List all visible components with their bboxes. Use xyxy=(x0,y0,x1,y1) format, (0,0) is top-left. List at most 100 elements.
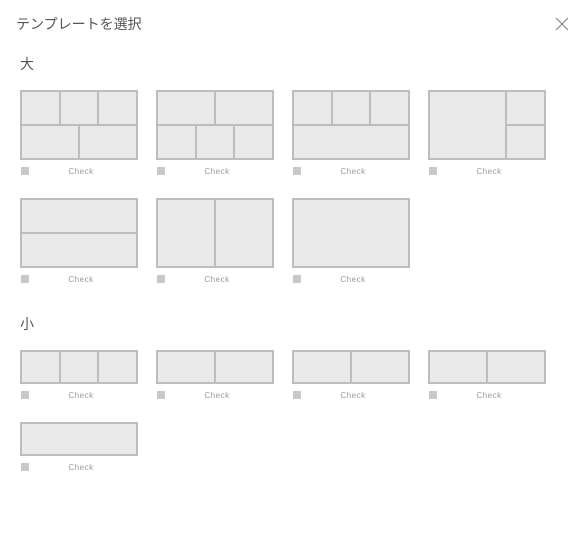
template-cell xyxy=(98,91,137,125)
template-cell xyxy=(429,91,506,159)
template-caption: Check xyxy=(156,272,274,286)
template-caption: Check xyxy=(20,388,138,402)
template-card[interactable]: Check xyxy=(428,90,546,178)
section-heading-large: 大 xyxy=(20,54,572,74)
dialog-title: テンプレートを選択 xyxy=(16,14,142,34)
template-preview xyxy=(20,350,138,384)
template-caption: Check xyxy=(20,164,138,178)
template-caption-label: Check xyxy=(442,167,536,176)
checkbox-icon[interactable] xyxy=(21,275,29,283)
template-cell xyxy=(293,91,332,125)
template-cell xyxy=(293,351,351,383)
template-cell xyxy=(196,125,235,159)
template-card[interactable]: Check xyxy=(20,422,138,474)
template-cell xyxy=(21,125,79,159)
template-caption: Check xyxy=(428,164,546,178)
template-cell xyxy=(21,351,60,383)
template-caption-label: Check xyxy=(306,167,400,176)
dialog-header: テンプレートを選択 xyxy=(16,14,572,34)
template-cell xyxy=(215,351,273,383)
template-card[interactable]: Check xyxy=(20,198,138,286)
template-caption: Check xyxy=(20,460,138,474)
template-preview xyxy=(428,350,546,384)
template-cell xyxy=(293,199,409,267)
template-cell xyxy=(157,351,215,383)
template-card[interactable]: Check xyxy=(156,198,274,286)
template-grid-small: Check Check Check Check Check xyxy=(16,350,572,474)
template-preview xyxy=(292,350,410,384)
checkbox-icon[interactable] xyxy=(157,167,165,175)
template-caption-label: Check xyxy=(306,275,400,284)
template-preview xyxy=(20,90,138,160)
template-cell xyxy=(21,91,60,125)
template-cell xyxy=(60,91,99,125)
template-card[interactable]: Check xyxy=(292,350,410,402)
template-card[interactable]: Check xyxy=(428,350,546,402)
checkbox-icon[interactable] xyxy=(293,391,301,399)
checkbox-icon[interactable] xyxy=(157,275,165,283)
template-cell xyxy=(234,125,273,159)
template-cell xyxy=(506,91,545,125)
template-preview xyxy=(428,90,546,160)
template-cell xyxy=(215,91,273,125)
template-cell xyxy=(79,125,137,159)
template-cell xyxy=(98,351,137,383)
template-preview xyxy=(156,350,274,384)
template-caption: Check xyxy=(292,388,410,402)
template-caption-label: Check xyxy=(170,167,264,176)
template-cell xyxy=(332,91,371,125)
template-preview xyxy=(292,198,410,268)
template-cell xyxy=(506,125,545,159)
template-caption-label: Check xyxy=(170,391,264,400)
template-card[interactable]: Check xyxy=(292,198,410,286)
checkbox-icon[interactable] xyxy=(429,167,437,175)
template-cell xyxy=(157,199,215,267)
close-icon xyxy=(555,17,569,31)
checkbox-icon[interactable] xyxy=(429,391,437,399)
template-caption-label: Check xyxy=(442,391,536,400)
template-caption: Check xyxy=(292,272,410,286)
checkbox-icon[interactable] xyxy=(293,275,301,283)
template-caption-label: Check xyxy=(34,167,128,176)
template-caption: Check xyxy=(20,272,138,286)
checkbox-icon[interactable] xyxy=(293,167,301,175)
template-cell xyxy=(157,125,196,159)
template-caption-label: Check xyxy=(34,463,128,472)
template-cell xyxy=(21,199,137,233)
template-cell xyxy=(487,351,545,383)
template-preview xyxy=(20,198,138,268)
template-cell xyxy=(215,199,273,267)
template-caption-label: Check xyxy=(306,391,400,400)
template-caption: Check xyxy=(428,388,546,402)
template-caption-label: Check xyxy=(34,391,128,400)
template-card[interactable]: Check xyxy=(156,90,274,178)
template-cell xyxy=(21,233,137,267)
checkbox-icon[interactable] xyxy=(21,391,29,399)
template-cell xyxy=(370,91,409,125)
template-caption-label: Check xyxy=(34,275,128,284)
section-heading-small: 小 xyxy=(20,314,572,334)
template-card[interactable]: Check xyxy=(20,350,138,402)
template-cell xyxy=(60,351,99,383)
template-caption: Check xyxy=(156,388,274,402)
template-caption-label: Check xyxy=(170,275,264,284)
checkbox-icon[interactable] xyxy=(21,463,29,471)
template-caption: Check xyxy=(156,164,274,178)
template-preview xyxy=(292,90,410,160)
close-button[interactable] xyxy=(552,14,572,34)
template-cell xyxy=(351,351,409,383)
template-cell xyxy=(157,91,215,125)
template-preview xyxy=(20,422,138,456)
template-preview xyxy=(156,90,274,160)
template-cell xyxy=(293,125,409,159)
checkbox-icon[interactable] xyxy=(157,391,165,399)
template-caption: Check xyxy=(292,164,410,178)
template-cell xyxy=(429,351,487,383)
template-preview xyxy=(156,198,274,268)
template-card[interactable]: Check xyxy=(20,90,138,178)
template-dialog: テンプレートを選択 大 CheckCheckCheckCheckCheckChe… xyxy=(0,0,588,526)
checkbox-icon[interactable] xyxy=(21,167,29,175)
template-card[interactable]: Check xyxy=(156,350,274,402)
template-card[interactable]: Check xyxy=(292,90,410,178)
template-grid-large: Check Check Check Check Check Check Check xyxy=(16,90,572,286)
